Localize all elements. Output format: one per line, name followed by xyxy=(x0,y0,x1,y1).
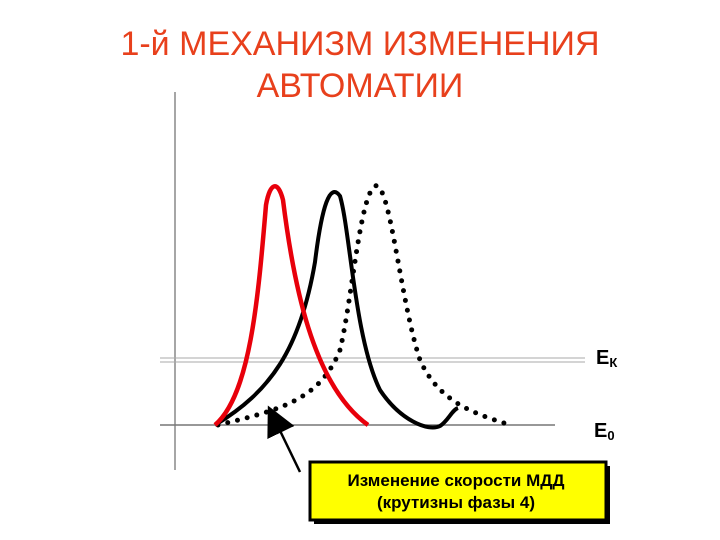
ek-sub: К xyxy=(609,355,617,370)
title-line: АВТОМАТИИ xyxy=(257,67,464,105)
callout-box xyxy=(308,460,608,522)
e0-label: E0 xyxy=(594,420,615,443)
e0-sub: 0 xyxy=(607,428,614,443)
arrow xyxy=(267,405,302,473)
ek-label: EК xyxy=(596,347,617,370)
dotted-curve xyxy=(215,183,513,428)
title-line: 1-й МЕХАНИЗМ ИЗМЕНЕНИЯ xyxy=(120,25,599,63)
black-curve xyxy=(213,190,459,430)
ek-main: E xyxy=(596,347,609,369)
red-curve xyxy=(213,184,370,427)
e0-main: E xyxy=(594,420,607,442)
callout-line: Изменение скорости МДД xyxy=(348,471,565,490)
callout-line: (крутизны фазы 4) xyxy=(377,493,535,512)
